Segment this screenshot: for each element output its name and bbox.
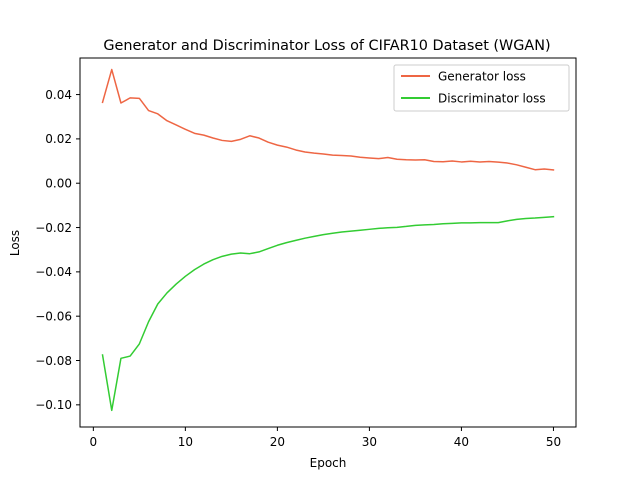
y-tick-label: −0.10	[35, 398, 72, 412]
y-tick-label: 0.00	[45, 177, 72, 191]
series-line-generator-loss	[101, 68, 555, 171]
legend: Generator loss Discriminator loss	[393, 64, 570, 112]
x-tick-label: 50	[546, 435, 561, 449]
legend-box	[393, 64, 570, 112]
x-axis: 0 10 20 30 40 50	[90, 427, 561, 449]
y-axis: 0.04 0.02 0.00 −0.02 −0.04 −0.06 −0.08 −0.10	[35, 88, 80, 412]
y-axis-title: Loss	[8, 230, 22, 256]
x-tick-label: 0	[90, 435, 98, 449]
legend-label-discriminator-loss: Discriminator loss	[438, 92, 546, 106]
plot-frame	[79, 57, 577, 428]
chart-title: Generator and Discriminator Loss of CIFA…	[103, 38, 550, 54]
series-layer	[101, 68, 555, 412]
x-tick-label: 30	[362, 435, 377, 449]
y-tick-label: −0.02	[35, 221, 72, 235]
x-axis-title: Epoch	[310, 456, 347, 470]
y-tick-label: −0.08	[35, 354, 72, 368]
x-tick-label: 10	[178, 435, 193, 449]
y-tick-label: −0.06	[35, 309, 72, 323]
y-tick-label: 0.04	[45, 88, 72, 102]
series-line-discriminator-loss	[101, 215, 555, 412]
x-tick-label: 20	[270, 435, 285, 449]
y-tick-label: 0.02	[45, 132, 72, 146]
y-tick-label: −0.04	[35, 265, 72, 279]
x-tick-label: 40	[454, 435, 469, 449]
legend-label-generator-loss: Generator loss	[438, 70, 526, 84]
